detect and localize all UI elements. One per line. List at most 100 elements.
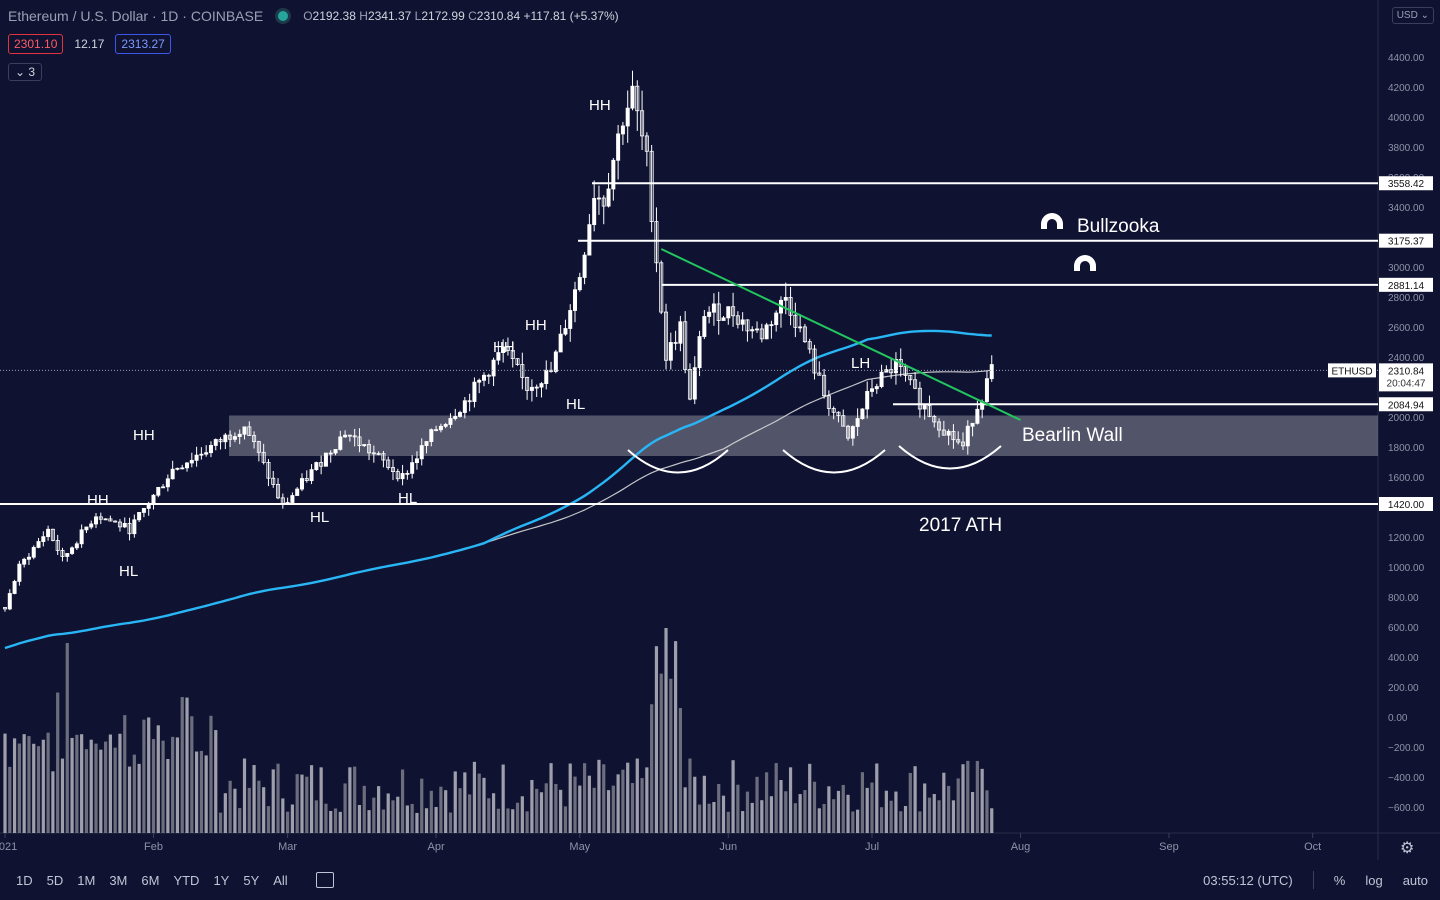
candle-body — [582, 254, 587, 278]
timeframe-1m[interactable]: 1M — [77, 872, 96, 888]
volume-bar — [606, 790, 611, 833]
hh-label: HH — [133, 427, 155, 444]
candle-body — [410, 462, 415, 474]
candle-body — [558, 333, 563, 353]
candle-body — [486, 374, 491, 377]
candle-body — [544, 369, 549, 384]
volume-bar — [276, 763, 280, 833]
volume-bar — [434, 807, 438, 833]
candle-body — [534, 386, 539, 389]
candle-body — [113, 520, 118, 523]
volume-bar — [520, 796, 524, 833]
timeframe-1d[interactable]: 1D — [16, 872, 33, 888]
scale-controls: 03:55:12 (UTC) % log auto — [1203, 871, 1428, 889]
volume-bar — [597, 759, 601, 833]
volume-bar — [884, 790, 888, 833]
timeframe-5y[interactable]: 5Y — [243, 872, 260, 888]
ath-label: 2017 ATH — [919, 515, 1002, 536]
candle-body — [7, 593, 12, 610]
candle-body — [12, 581, 17, 594]
candle-body — [491, 359, 496, 377]
volume-bar — [664, 628, 668, 833]
candle-body — [175, 467, 180, 470]
candle-body — [922, 405, 927, 410]
price-level-label: 2084.94 — [1388, 400, 1425, 411]
volume-bar — [362, 785, 366, 833]
candle-body — [323, 452, 328, 467]
volume-bar — [22, 734, 26, 833]
calendar-icon[interactable] — [315, 872, 334, 888]
volume-bar — [741, 811, 745, 833]
timeframe-all[interactable]: All — [273, 872, 288, 888]
timeframe-5d[interactable]: 5D — [46, 872, 64, 888]
candle-body — [156, 486, 161, 496]
sell-badge[interactable]: 2301.10 — [8, 34, 64, 54]
candle-body — [117, 521, 122, 528]
candle-body — [941, 429, 946, 436]
volume-bar — [444, 790, 448, 833]
candle-body — [204, 452, 209, 455]
volume-bar — [899, 811, 903, 833]
candle-body — [367, 444, 372, 454]
timeframe-3m[interactable]: 3M — [109, 872, 128, 888]
volume-bar — [80, 734, 84, 833]
volume-bar — [137, 763, 141, 833]
volume-bar — [846, 794, 850, 833]
volume-bar — [956, 778, 960, 833]
timeframe-1y[interactable]: 1Y — [213, 872, 230, 888]
candle-body — [769, 324, 774, 327]
volume-bar — [693, 776, 697, 833]
volume-bar — [592, 787, 596, 833]
symbol-title[interactable]: Ethereum / U.S. Dollar · 1D · COINBASE — [8, 8, 264, 24]
candle-body — [525, 377, 530, 391]
volume-bar — [812, 781, 817, 833]
auto-scale-button[interactable]: auto — [1402, 872, 1428, 888]
price-tick-label: 0.00 — [1388, 713, 1408, 724]
magnet-shape — [1074, 255, 1096, 276]
volume-bar — [779, 780, 783, 833]
candle-body — [745, 319, 750, 332]
timeframe-6m[interactable]: 6M — [141, 872, 160, 888]
candle-body — [228, 434, 233, 440]
candle-body — [577, 277, 582, 291]
price-level-tag — [1379, 233, 1433, 248]
volume-bar — [822, 804, 826, 833]
candle-body — [606, 188, 611, 207]
volume-bar — [247, 787, 251, 833]
volume-bar — [377, 786, 381, 833]
volume-bar — [674, 641, 678, 833]
currency-button[interactable]: USD ⌄ — [1391, 7, 1434, 24]
price-chart[interactable]: 4400.00 4200.00 4000.00 3800.00 3 600.00 3400.… — [0, 0, 1440, 860]
volume-bar — [851, 811, 855, 833]
spread-value: 12.17 — [74, 37, 105, 51]
volume-bar — [266, 806, 271, 833]
candle-body — [208, 445, 213, 454]
volume-bar — [932, 794, 936, 833]
candle-body — [826, 395, 831, 409]
price-tick-label: 800.00 — [1388, 593, 1419, 604]
volume-bar — [477, 773, 481, 833]
volume-bar — [410, 803, 414, 833]
open-value: 2192.38 — [312, 9, 356, 23]
indicators-toggle[interactable]: ⌄ 3 — [8, 63, 43, 81]
volume-bar — [233, 788, 237, 833]
volume-bar — [127, 766, 132, 833]
log-scale-button[interactable]: log — [1365, 872, 1383, 888]
volume-bar — [951, 800, 956, 833]
timeframe-ytd[interactable]: YTD — [173, 872, 200, 888]
candle-body — [328, 452, 333, 455]
volume-bar — [765, 772, 769, 833]
candle-body — [314, 462, 319, 471]
candle-body — [414, 458, 419, 464]
candle-body — [893, 359, 898, 374]
gear-icon[interactable]: ⚙ — [1400, 840, 1415, 857]
price-axis-ticks: 4400.004200.004000.003800.003600.003400.… — [1388, 53, 1425, 814]
horizontal-levels: 3558.42 3175.37 2881.14 2084.94 1420.00 — [0, 176, 1433, 511]
candle-body — [802, 326, 807, 343]
percent-scale-button[interactable]: % — [1333, 872, 1346, 888]
candle-body — [343, 434, 348, 438]
volume-bar — [870, 782, 874, 833]
order-badges: 2301.10 12.17 2313.27 — [8, 34, 171, 54]
utc-clock[interactable]: 03:55:12 (UTC) — [1203, 872, 1293, 888]
buy-badge[interactable]: 2313.27 — [115, 34, 171, 54]
